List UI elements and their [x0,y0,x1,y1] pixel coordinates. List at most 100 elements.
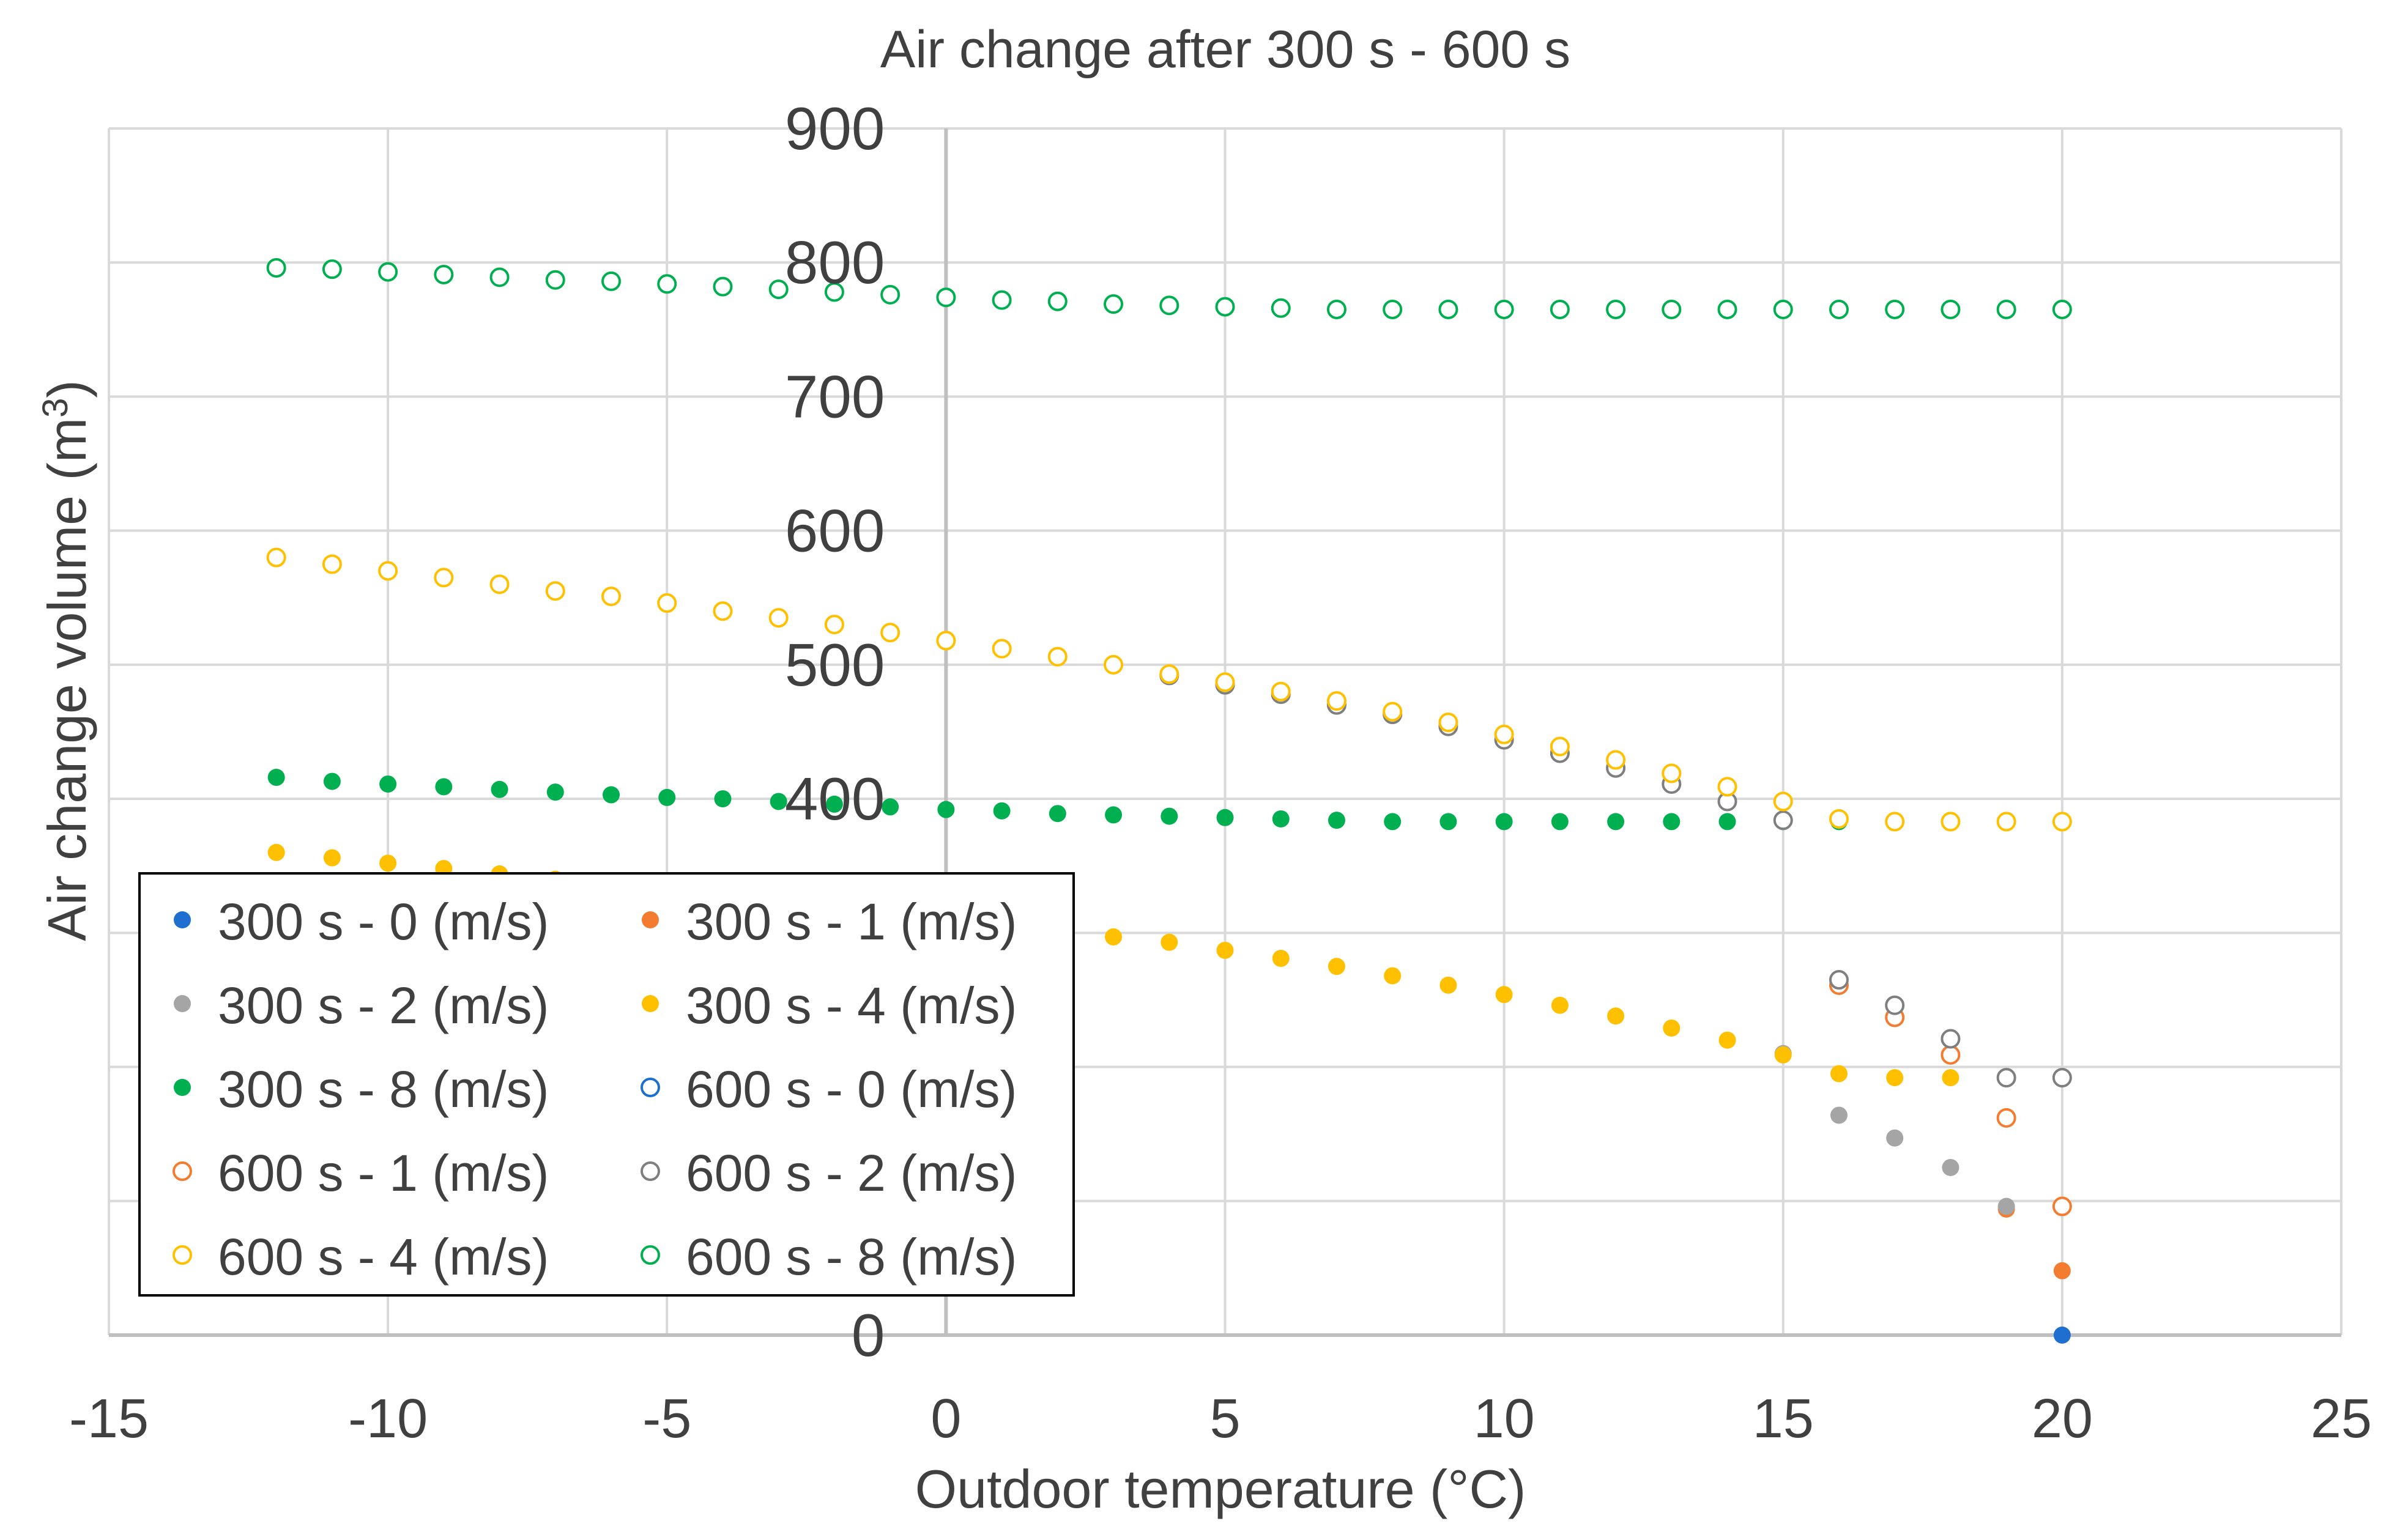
data-point [323,772,341,790]
data-point [1216,809,1234,826]
data-point [603,786,620,804]
data-point [1439,813,1457,831]
data-point [1494,724,1514,744]
data-point [1551,996,1569,1014]
data-point [545,270,565,290]
data-point [1662,763,1682,783]
legend-marker [642,911,659,928]
y-tick-label: 0 [852,1301,885,1369]
data-point [1606,299,1626,319]
data-point [657,593,677,613]
data-point [1551,813,1569,831]
data-point [770,793,787,810]
legend: 300 s - 0 (m/s) 300 s - 1 (m/s) 300 s - 2 … [138,872,1075,1297]
data-point [379,775,397,793]
data-point [714,790,732,808]
legend-label: 600 s - 0 (m/s) [686,1061,1017,1118]
data-point [2052,299,2072,319]
x-tick-label: 0 [930,1388,961,1449]
x-tick-label: -15 [69,1388,149,1449]
x-tick-label: 5 [1209,1388,1240,1449]
data-point [1159,664,1179,684]
data-point [2052,1068,2072,1088]
data-point [491,780,508,798]
data-point [1328,958,1345,975]
data-point [1830,1106,1848,1124]
data-point [1384,967,1402,985]
data-point [1662,299,1682,319]
data-point [1272,810,1290,827]
data-point [768,608,789,628]
data-point [825,795,843,813]
data-point [1161,807,1178,825]
data-point [1942,1158,1959,1176]
legend-label: 300 s - 8 (m/s) [218,1061,549,1118]
data-point [267,843,285,861]
data-point [1161,933,1178,951]
data-point [601,271,622,291]
data-point [1829,970,1849,990]
data-point [434,568,454,588]
data-point [266,257,286,278]
data-point [824,615,844,635]
data-point [1886,1129,1904,1147]
legend-marker [641,1161,660,1181]
x-tick-label: 25 [2311,1388,2372,1449]
data-point [1830,1065,1848,1083]
x-tick-label: 10 [1474,1388,1535,1449]
data-point [880,623,901,643]
data-point [992,639,1012,659]
data-point [1773,791,1793,812]
y-tick-label: 700 [785,363,885,430]
chart-title: Air change after 300 s - 600 s [880,20,1570,79]
data-point [1885,299,1905,319]
x-axis-label: Outdoor temperature (°C) [915,1459,1526,1519]
legend-marker [173,1161,192,1181]
legend-marker [174,995,191,1012]
data-point [435,778,453,796]
y-axis-label-close: ) [37,380,97,398]
data-point [1941,299,1961,319]
data-point [489,267,510,287]
legend-label: 300 s - 0 (m/s) [218,893,549,950]
data-point [882,798,899,816]
legend-marker [174,911,191,928]
data-point [993,802,1011,820]
data-point [1326,299,1346,319]
data-point [1718,813,1736,831]
data-point [1717,299,1737,319]
y-tick-label: 500 [785,631,885,698]
data-point [1886,1069,1904,1087]
data-point [1941,812,1961,832]
y-axis-label: Air change volume (m3) [35,380,97,941]
data-point [1494,299,1514,319]
data-point [2053,1262,2071,1279]
x-tick-label: -10 [348,1388,428,1449]
legend-label: 300 s - 4 (m/s) [686,977,1017,1034]
data-point [1328,812,1345,829]
data-point [1159,295,1179,316]
data-point [713,276,733,297]
y-tick-label: 800 [785,229,885,296]
data-point [434,264,454,284]
y-tick-label: 900 [785,95,885,162]
data-point [545,581,565,601]
data-point [1271,681,1291,702]
legend-marker [174,1079,191,1096]
data-points [266,257,2072,1344]
data-point [1104,654,1124,675]
data-point [1942,1069,1959,1087]
data-point [267,769,285,787]
data-point [1047,646,1068,667]
data-point [1663,1019,1681,1037]
data-point [1105,928,1123,946]
data-point [1996,1068,2016,1088]
legend-label: 600 s - 2 (m/s) [686,1144,1017,1202]
legend-label: 300 s - 2 (m/s) [218,977,549,1034]
data-point [322,259,342,279]
legend-marker [173,1245,192,1265]
y-axis-label-superscript: 3 [35,398,75,418]
data-point [936,287,956,308]
data-point [1774,1046,1792,1064]
